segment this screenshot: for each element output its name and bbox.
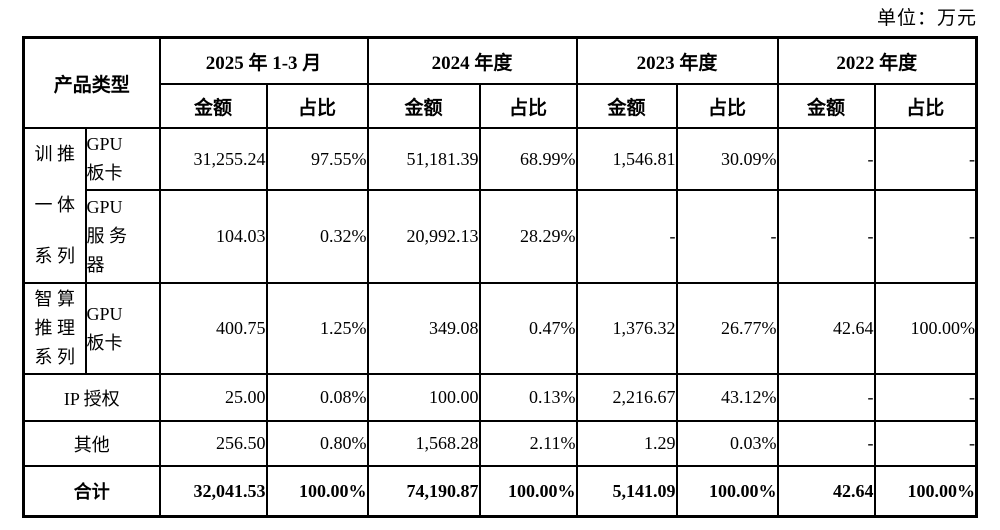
cell-ratio: 0.32% xyxy=(265,189,369,284)
header-ratio-2025: 占比 xyxy=(265,83,369,129)
header-row-metrics: 金额 占比 金额 占比 金额 占比 金额 占比 xyxy=(24,83,978,129)
cell-total-ratio: 100.00% xyxy=(478,465,578,518)
cell-amount: - xyxy=(776,420,876,467)
cell-amount: 100.00 xyxy=(366,373,481,422)
cell-amount: 51,181.39 xyxy=(366,126,481,192)
series-label-smart-infer: 智 算 推 理 系 列 xyxy=(22,282,87,375)
product-revenue-table: 产品类型 2025 年 1-3 月 2024 年度 2023 年度 2022 年… xyxy=(22,36,978,518)
cell-ratio: 100.00% xyxy=(873,282,978,375)
table-row-other: 其他 256.50 0.80% 1,568.28 2.11% 1.29 0.03… xyxy=(22,420,978,467)
cell-total-ratio: 100.00% xyxy=(265,465,369,518)
cell-amount: 31,255.24 xyxy=(158,126,268,192)
cell-ratio: 2.11% xyxy=(478,420,578,467)
header-period-2023: 2023 年度 xyxy=(575,36,779,85)
cell-ratio: 68.99% xyxy=(478,126,578,192)
cell-ratio: 43.12% xyxy=(675,373,779,422)
cell-ratio: 26.77% xyxy=(675,282,779,375)
header-amount-2025: 金额 xyxy=(158,83,268,129)
cell-amount: 20,992.13 xyxy=(366,189,481,284)
table-row-gpu-board-train: 训 推 一 体 系 列 GPU 板卡 31,255.24 97.55% 51,1… xyxy=(22,126,978,284)
cell-amount: 349.08 xyxy=(366,282,481,375)
product-label-gpu-server: GPU 服 务 器 xyxy=(84,189,161,284)
cell-amount: 1,546.81 xyxy=(575,126,678,192)
cell-amount: - xyxy=(776,126,876,192)
cell-ratio: 1.25% xyxy=(265,282,369,375)
header-product-type: 产品类型 xyxy=(22,36,161,129)
header-ratio-2024: 占比 xyxy=(478,83,578,129)
cell-ratio: - xyxy=(675,189,779,284)
unit-note: 单位：万元 xyxy=(876,8,977,29)
cell-ratio: 30.09% xyxy=(675,126,779,192)
cell-amount: 104.03 xyxy=(158,189,268,284)
cell-ratio: 0.13% xyxy=(478,373,578,422)
cell-amount: 1.29 xyxy=(575,420,678,467)
cell-ratio: - xyxy=(873,126,978,192)
cell-total-amount: 42.64 xyxy=(776,465,876,518)
cell-amount: 1,376.32 xyxy=(575,282,678,375)
header-ratio-2023: 占比 xyxy=(675,83,779,129)
product-label-gpu-board: GPU 板卡 xyxy=(84,126,161,192)
cell-amount: 42.64 xyxy=(776,282,876,375)
category-label-ip-license: IP 授权 xyxy=(22,373,161,422)
cell-ratio: 97.55% xyxy=(265,126,369,192)
header-period-2025: 2025 年 1-3 月 xyxy=(158,36,369,85)
cell-ratio: 0.08% xyxy=(265,373,369,422)
cell-amount: 1,568.28 xyxy=(366,420,481,467)
series-label-train-infer: 训 推 一 体 系 列 xyxy=(22,127,87,284)
table-row-gpu-server: GPU 服 务 器 104.03 0.32% 20,992.13 28.29% … xyxy=(24,189,978,284)
header-amount-2022: 金额 xyxy=(776,83,876,129)
cell-total-ratio: 100.00% xyxy=(873,465,978,518)
category-label-other: 其他 xyxy=(22,420,161,467)
cell-amount: 25.00 xyxy=(158,373,268,422)
header-period-2024: 2024 年度 xyxy=(366,36,578,85)
header-amount-2024: 金额 xyxy=(366,83,481,129)
product-label-gpu-board: GPU 板卡 xyxy=(84,282,161,375)
cell-amount: 256.50 xyxy=(158,420,268,467)
cell-amount: 400.75 xyxy=(158,282,268,375)
table-row-gpu-board-infer: 智 算 推 理 系 列 GPU 板卡 400.75 1.25% 349.08 0… xyxy=(22,282,978,375)
cell-ratio: 0.47% xyxy=(478,282,578,375)
cell-ratio: 0.03% xyxy=(675,420,779,467)
total-label: 合计 xyxy=(22,465,161,518)
cell-ratio: - xyxy=(873,373,978,422)
cell-amount: 2,216.67 xyxy=(575,373,678,422)
cell-ratio: 28.29% xyxy=(478,189,578,284)
cell-total-amount: 32,041.53 xyxy=(158,465,268,518)
header-amount-2023: 金额 xyxy=(575,83,678,129)
cell-total-amount: 74,190.87 xyxy=(366,465,481,518)
cell-amount: - xyxy=(575,189,678,284)
table-row-ip-license: IP 授权 25.00 0.08% 100.00 0.13% 2,216.67 … xyxy=(22,373,978,422)
cell-total-amount: 5,141.09 xyxy=(575,465,678,518)
cell-ratio: 0.80% xyxy=(265,420,369,467)
cell-total-ratio: 100.00% xyxy=(675,465,779,518)
cell-ratio: - xyxy=(873,420,978,467)
table-row-total: 合计 32,041.53 100.00% 74,190.87 100.00% 5… xyxy=(22,465,978,518)
cell-amount: - xyxy=(776,373,876,422)
header-period-2022: 2022 年度 xyxy=(776,36,978,85)
cell-ratio: - xyxy=(873,189,978,284)
header-ratio-2022: 占比 xyxy=(873,83,978,129)
cell-amount: - xyxy=(776,189,876,284)
header-row-periods: 产品类型 2025 年 1-3 月 2024 年度 2023 年度 2022 年… xyxy=(22,36,978,129)
